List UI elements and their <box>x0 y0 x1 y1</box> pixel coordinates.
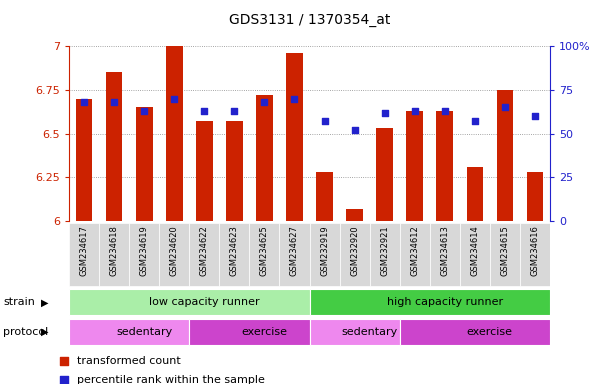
Point <box>530 113 540 119</box>
Point <box>230 108 239 114</box>
Text: protocol: protocol <box>3 327 48 337</box>
Point <box>320 118 329 124</box>
Text: GSM234622: GSM234622 <box>200 225 209 276</box>
Bar <box>196 121 213 221</box>
Bar <box>370 223 400 286</box>
Text: GSM234617: GSM234617 <box>80 225 88 276</box>
Text: GSM234623: GSM234623 <box>230 225 239 276</box>
Point <box>470 118 480 124</box>
Bar <box>129 223 159 286</box>
Bar <box>69 319 189 345</box>
Bar <box>400 223 430 286</box>
Text: GSM234618: GSM234618 <box>110 225 118 276</box>
Bar <box>76 99 93 221</box>
Bar <box>526 172 543 221</box>
Bar <box>316 172 333 221</box>
Bar <box>346 209 363 221</box>
Bar <box>69 223 99 286</box>
Bar <box>310 290 550 315</box>
Bar <box>460 223 490 286</box>
Bar <box>189 223 219 286</box>
Bar <box>69 290 310 315</box>
Text: GSM234613: GSM234613 <box>441 225 449 276</box>
Bar <box>310 319 400 345</box>
Text: GDS3131 / 1370354_at: GDS3131 / 1370354_at <box>229 13 390 27</box>
Text: high capacity runner: high capacity runner <box>386 297 503 308</box>
Bar <box>159 223 189 286</box>
Bar <box>106 72 123 221</box>
Bar <box>256 95 273 221</box>
Text: low capacity runner: low capacity runner <box>149 297 260 308</box>
Text: GSM232921: GSM232921 <box>380 225 389 276</box>
Bar <box>490 223 520 286</box>
Bar <box>496 90 513 221</box>
Text: ▶: ▶ <box>41 297 48 308</box>
Text: ▶: ▶ <box>41 327 48 337</box>
Bar <box>166 46 183 221</box>
Text: GSM234612: GSM234612 <box>410 225 419 276</box>
Point <box>79 99 89 105</box>
Text: GSM234616: GSM234616 <box>531 225 539 276</box>
Text: strain: strain <box>3 297 35 308</box>
Text: sedentary: sedentary <box>116 327 172 337</box>
Bar <box>340 223 370 286</box>
Point <box>260 99 269 105</box>
Point <box>169 96 179 102</box>
Bar <box>520 223 550 286</box>
Point <box>200 108 209 114</box>
Bar <box>99 223 129 286</box>
Bar <box>249 223 279 286</box>
Bar <box>310 223 340 286</box>
Point <box>139 108 149 114</box>
Text: GSM232919: GSM232919 <box>320 225 329 276</box>
Point <box>350 127 359 133</box>
Point <box>59 358 69 364</box>
Text: GSM234625: GSM234625 <box>260 225 269 276</box>
Bar <box>406 111 423 221</box>
Text: transformed count: transformed count <box>77 356 181 366</box>
Bar <box>136 108 153 221</box>
Point <box>109 99 119 105</box>
Point <box>500 104 510 111</box>
Bar <box>376 128 393 221</box>
Point <box>410 108 419 114</box>
Bar <box>279 223 310 286</box>
Text: percentile rank within the sample: percentile rank within the sample <box>77 375 265 384</box>
Point <box>440 108 450 114</box>
Bar <box>219 223 249 286</box>
Text: exercise: exercise <box>242 327 287 337</box>
Text: GSM234615: GSM234615 <box>501 225 509 276</box>
Bar <box>226 121 243 221</box>
Text: GSM234620: GSM234620 <box>170 225 178 276</box>
Text: sedentary: sedentary <box>341 327 398 337</box>
Point <box>290 96 299 102</box>
Bar <box>466 167 483 221</box>
Text: GSM234619: GSM234619 <box>140 225 148 276</box>
Text: GSM234614: GSM234614 <box>471 225 479 276</box>
Point <box>380 109 389 116</box>
Bar <box>400 319 550 345</box>
Point <box>59 377 69 383</box>
Bar <box>430 223 460 286</box>
Text: exercise: exercise <box>467 327 513 337</box>
Text: GSM234627: GSM234627 <box>290 225 299 276</box>
Bar <box>189 319 310 345</box>
Bar <box>286 53 303 221</box>
Bar <box>436 111 453 221</box>
Text: GSM232920: GSM232920 <box>350 225 359 276</box>
